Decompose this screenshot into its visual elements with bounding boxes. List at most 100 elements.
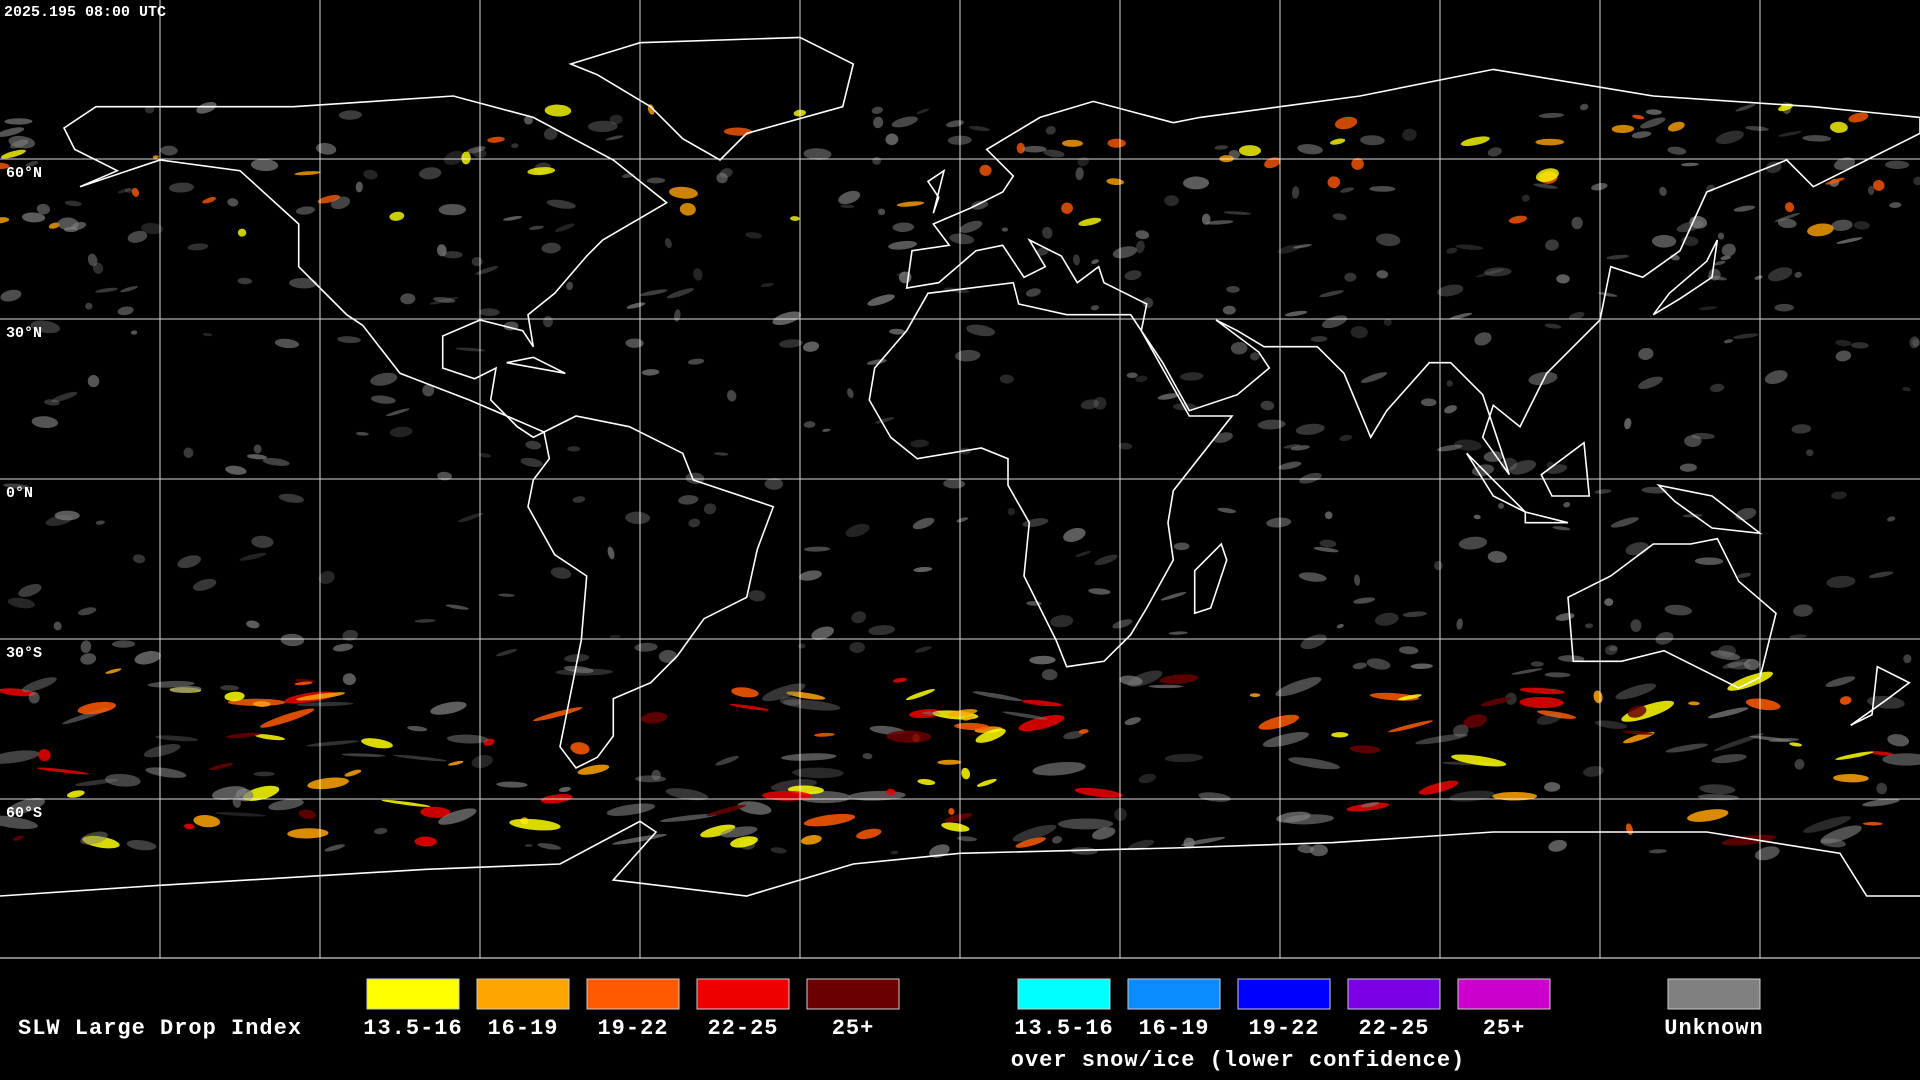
cloud-patch <box>1455 244 1484 250</box>
cloud-patch <box>1835 751 1874 760</box>
cloud-patch <box>1713 733 1765 752</box>
coastline <box>905 68 1920 476</box>
cloud-patch <box>847 388 854 399</box>
cloud-patch <box>729 703 770 711</box>
cloud-patch <box>1583 766 1604 777</box>
cloud-patch <box>472 148 487 158</box>
cloud-patch <box>1608 646 1618 652</box>
cloud-patch <box>127 230 148 243</box>
cloud-patch <box>625 338 644 348</box>
cloud-patch <box>289 277 318 289</box>
cloud-patch <box>57 217 79 231</box>
cloud-patch <box>1519 687 1565 695</box>
cloud-patch <box>1226 286 1240 293</box>
cloud-patch <box>1094 554 1118 566</box>
cloud-patch <box>1579 103 1589 111</box>
coastline <box>868 281 1234 668</box>
cloud-patch <box>443 150 465 165</box>
cloud-patch <box>570 742 590 755</box>
cloud-patch <box>1630 619 1642 632</box>
cloud-patch <box>1388 720 1434 733</box>
cloud-patch <box>625 511 651 525</box>
cloud-patch <box>1882 753 1920 766</box>
cloud-patch <box>1676 220 1704 233</box>
cloud-patch <box>1591 183 1608 191</box>
cloud-patch <box>168 182 194 193</box>
cloud-patch <box>1528 371 1558 386</box>
cloud-patch <box>779 339 803 348</box>
cloud-patch <box>1126 372 1138 379</box>
cloud-patch <box>496 781 528 788</box>
cloud-patch <box>1088 588 1111 595</box>
cloud-patch <box>355 431 369 436</box>
cloud-patch <box>1135 240 1145 254</box>
cloud-patch <box>1727 671 1773 691</box>
legend-label: 16-19 <box>1138 1016 1209 1041</box>
cloud-patch <box>1374 612 1399 626</box>
cloud-patch <box>316 142 337 155</box>
cloud-patch <box>1350 326 1368 339</box>
cloud-patch <box>1624 418 1632 430</box>
lat-label: 30°N <box>6 325 42 342</box>
cloud-patch <box>252 701 271 707</box>
cloud-patch <box>1659 186 1667 197</box>
cloud-patch <box>1872 179 1885 191</box>
cloud-patch <box>706 804 747 817</box>
cloud-patch <box>160 145 178 156</box>
cloud-patch <box>1829 121 1848 133</box>
cloud-patch <box>1135 375 1148 383</box>
cloud-patch <box>1230 341 1248 355</box>
cloud-patch <box>971 200 989 210</box>
cloud-patch <box>1687 809 1729 822</box>
cloud-patch <box>344 769 362 777</box>
cloud-patch <box>224 691 245 702</box>
cloud-patch <box>1124 270 1142 281</box>
cloud-patch <box>1205 220 1234 225</box>
cloud-patch <box>1733 205 1756 212</box>
cloud-patch <box>183 823 195 830</box>
legend-label: Unknown <box>1664 1016 1763 1041</box>
cloud-patch <box>1791 424 1812 434</box>
coastlines <box>0 36 1920 897</box>
cloud-patch <box>437 244 447 257</box>
cloud-patch <box>1330 138 1346 145</box>
cloud-patch <box>196 101 217 114</box>
cloud-patch <box>1291 186 1300 199</box>
cloud-patch <box>1288 757 1340 770</box>
cloud-patch <box>1621 730 1654 735</box>
cloud-patch <box>1745 126 1769 131</box>
cloud-patch <box>0 750 40 764</box>
cloud-patch <box>117 187 132 194</box>
cloud-patch <box>905 688 936 701</box>
cloud-patch <box>730 836 758 848</box>
cloud-patch <box>1063 731 1084 740</box>
cloud-patch <box>0 688 37 697</box>
cloud-patch <box>373 827 388 835</box>
cloud-patch <box>1699 784 1736 795</box>
cloud-patch <box>1767 267 1793 282</box>
cloud-patch <box>566 281 573 291</box>
cloud-patch <box>1688 701 1700 706</box>
cloud-patch <box>498 593 515 597</box>
cloud-patch <box>564 654 590 663</box>
cloud-patch <box>975 728 1006 743</box>
cloud-patch <box>966 324 996 337</box>
cloud-patch <box>1375 233 1401 247</box>
coastline <box>62 95 669 439</box>
cloud-patch <box>665 788 709 801</box>
cloud-patch <box>909 709 943 719</box>
cloud-patch <box>577 764 610 775</box>
cloud-patch <box>487 136 505 143</box>
cloud-patch <box>1029 655 1056 665</box>
legend-caption: over snow/ice (lower confidence) <box>1011 1048 1465 1073</box>
cloud-patch <box>606 803 656 816</box>
cloud-patch <box>66 790 85 798</box>
lat-label: 30°S <box>6 645 42 662</box>
cloud-patch <box>1638 347 1654 360</box>
cloud-patch <box>144 105 155 114</box>
cloud-patch <box>541 242 561 254</box>
cloud-patch <box>1836 237 1863 244</box>
cloud-patch <box>914 646 932 653</box>
cloud-patch <box>1737 572 1751 578</box>
cloud-patch <box>871 106 884 114</box>
